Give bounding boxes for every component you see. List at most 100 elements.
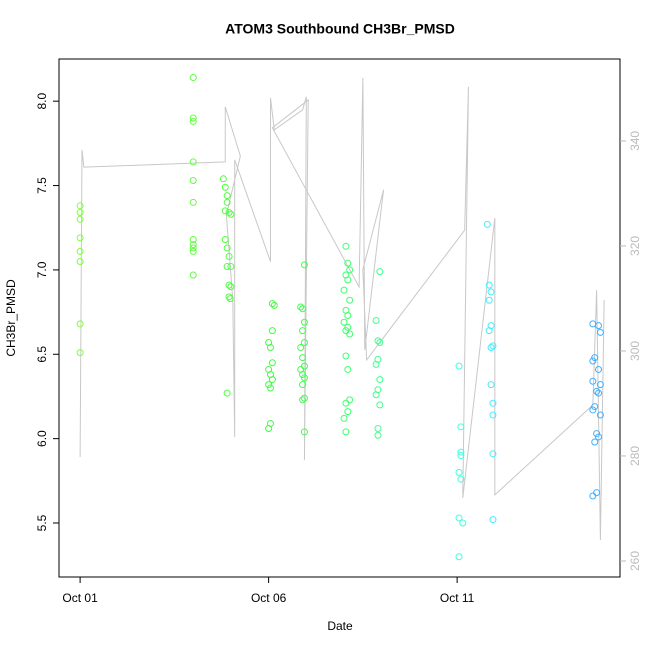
- point: [223, 244, 231, 252]
- point: [595, 389, 603, 397]
- y-axis-label: CH3Br_PMSD: [4, 279, 18, 357]
- point: [372, 391, 380, 399]
- point: [76, 349, 84, 357]
- point: [376, 401, 384, 409]
- point: [189, 114, 197, 122]
- point: [300, 428, 308, 436]
- point: [268, 376, 276, 384]
- y-tick-label: 6.5: [35, 346, 49, 363]
- point: [344, 365, 352, 373]
- point: [374, 425, 382, 433]
- point: [223, 389, 231, 397]
- point: [372, 360, 380, 368]
- point: [457, 448, 465, 456]
- point: [265, 425, 273, 433]
- point: [342, 352, 350, 360]
- point: [455, 362, 463, 370]
- point: [76, 257, 84, 265]
- point: [76, 247, 84, 255]
- point: [457, 452, 465, 460]
- y-tick-label: 7.5: [35, 177, 49, 194]
- point: [267, 344, 275, 352]
- line-series: [79, 77, 605, 540]
- point: [223, 192, 231, 200]
- point: [76, 209, 84, 217]
- point: [221, 236, 229, 244]
- point: [297, 303, 305, 311]
- point: [300, 318, 308, 326]
- point: [299, 396, 307, 404]
- point: [459, 519, 467, 527]
- point: [299, 305, 307, 313]
- point: [344, 311, 352, 319]
- point: [596, 411, 604, 419]
- point: [340, 414, 348, 422]
- point: [267, 384, 275, 392]
- x-axis-label: Date: [327, 619, 353, 633]
- point: [299, 371, 307, 379]
- point: [595, 322, 603, 330]
- point: [300, 261, 308, 269]
- point: [344, 408, 352, 416]
- point: [346, 266, 354, 274]
- plot-frame: [58, 58, 621, 578]
- point: [76, 320, 84, 328]
- point: [372, 317, 380, 325]
- x-tick-label: Oct 01: [62, 591, 98, 605]
- y-tick-label: 5.5: [35, 514, 49, 531]
- point: [76, 234, 84, 242]
- point: [299, 354, 307, 362]
- point: [189, 271, 197, 279]
- point: [189, 244, 197, 252]
- point: [342, 242, 350, 250]
- point: [457, 475, 465, 483]
- point: [344, 276, 352, 284]
- point: [223, 198, 231, 206]
- point: [593, 489, 601, 497]
- point: [485, 327, 493, 335]
- point: [342, 399, 350, 407]
- point: [226, 295, 234, 303]
- point: [219, 175, 227, 183]
- point: [299, 327, 307, 335]
- point: [221, 183, 229, 191]
- point: [374, 431, 382, 439]
- point: [265, 381, 273, 389]
- y-tick-label: 8.0: [35, 93, 49, 110]
- point: [268, 300, 276, 308]
- point: [489, 411, 497, 419]
- point: [221, 207, 229, 215]
- point: [589, 357, 597, 365]
- point: [589, 492, 597, 500]
- point: [596, 328, 604, 336]
- point: [268, 327, 276, 335]
- point: [589, 377, 597, 385]
- y-tick-label: 7.0: [35, 261, 49, 278]
- point: [455, 468, 463, 476]
- point: [189, 74, 197, 82]
- point: [591, 403, 599, 411]
- point: [593, 387, 601, 395]
- point: [596, 381, 604, 389]
- point: [593, 430, 601, 438]
- point: [297, 344, 305, 352]
- y2-tick-label: 300: [628, 341, 642, 361]
- point: [487, 381, 495, 389]
- y2-tick-label: 340: [628, 131, 642, 151]
- point: [374, 337, 382, 345]
- point: [189, 247, 197, 255]
- point: [344, 323, 352, 331]
- point: [225, 209, 233, 217]
- point: [299, 381, 307, 389]
- point: [489, 450, 497, 458]
- point: [346, 296, 354, 304]
- point: [376, 268, 384, 276]
- point: [342, 428, 350, 436]
- point: [223, 263, 231, 271]
- point: [340, 318, 348, 326]
- point: [227, 263, 235, 271]
- point: [457, 423, 465, 431]
- point: [376, 376, 384, 384]
- x-tick-label: Oct 06: [251, 591, 287, 605]
